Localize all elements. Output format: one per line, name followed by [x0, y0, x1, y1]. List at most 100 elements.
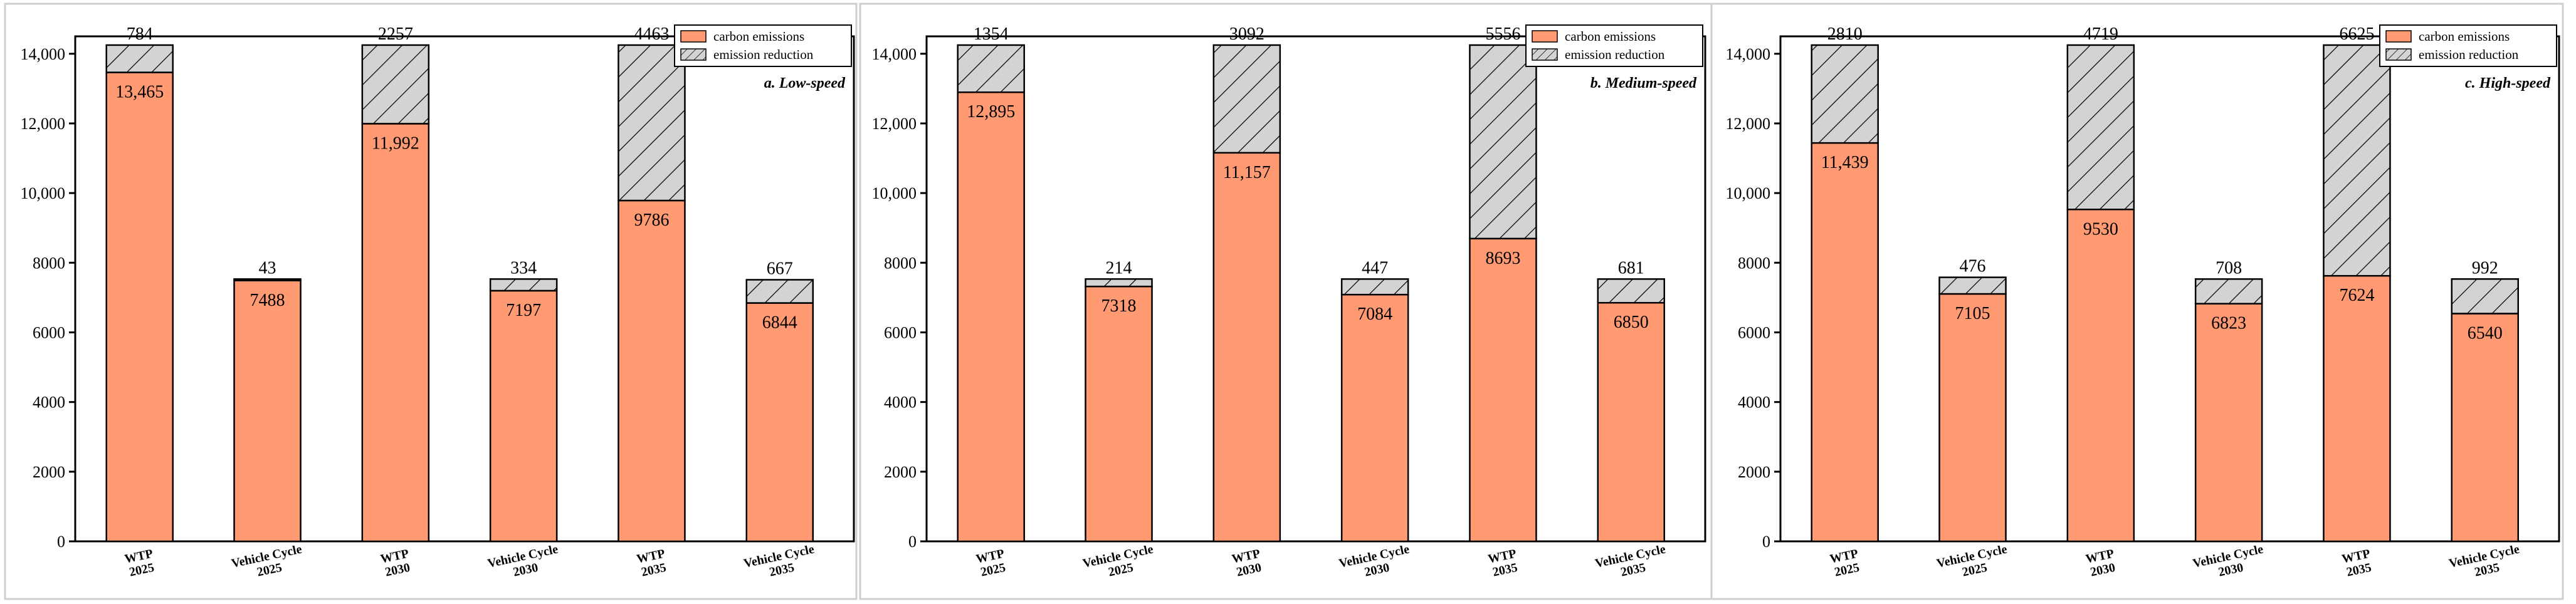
bar-emission-reduction — [1938, 276, 2007, 295]
legend: carbon emissions emission reduction — [1525, 24, 1703, 67]
bar-emission-reduction — [1212, 44, 1281, 154]
bar-carbon-emissions — [105, 71, 174, 543]
plot-area — [74, 35, 855, 543]
y-tick-label: 14,000 — [1726, 45, 1771, 63]
y-tick-label: 6000 — [1738, 323, 1770, 341]
data-label-reduction: 667 — [767, 259, 793, 278]
bar-emission-reduction — [1469, 44, 1537, 240]
bar-carbon-emissions — [1212, 152, 1281, 543]
bar-carbon-emissions — [2451, 313, 2520, 543]
y-tick-label: 6000 — [33, 323, 65, 341]
bar-emission-reduction — [2451, 278, 2520, 315]
bar-carbon-emissions — [361, 123, 430, 543]
data-label-carbon: 7488 — [250, 291, 285, 310]
bar-emission-reduction — [2066, 44, 2135, 211]
data-label-reduction: 334 — [510, 258, 537, 278]
y-tick-label: 2000 — [884, 463, 917, 481]
data-label-carbon: 7084 — [1357, 305, 1392, 324]
y-tick-label: 14,000 — [21, 45, 66, 63]
data-label-carbon: 6850 — [1614, 313, 1649, 332]
data-label-carbon: 6823 — [2211, 314, 2246, 333]
data-label-carbon: 9786 — [634, 211, 669, 230]
legend-label-reduction: emission reduction — [1565, 47, 1665, 62]
bar-emission-reduction — [1340, 278, 1409, 296]
bar-carbon-emissions — [1597, 301, 1666, 543]
data-label-reduction: 2257 — [378, 24, 413, 44]
y-tick-label: 8000 — [33, 254, 65, 272]
legend-swatch-reduction — [2385, 48, 2412, 61]
data-label-reduction: 3092 — [1229, 24, 1264, 44]
data-label-carbon: 6540 — [2468, 323, 2503, 343]
data-label-reduction: 5556 — [1485, 24, 1520, 44]
chart-panels: 0 2000 4000 6000 8000 10,000 12,000 14,000 13,46… — [4, 3, 2564, 600]
legend-swatch-reduction — [1532, 48, 1558, 61]
data-label-carbon: 9530 — [2083, 219, 2118, 239]
data-label-carbon: 7624 — [2339, 286, 2374, 305]
y-tick-label: 0 — [57, 533, 65, 551]
bar-emission-reduction — [105, 44, 174, 73]
y-tick-label: 0 — [1762, 533, 1770, 551]
data-label-reduction: 992 — [2472, 258, 2498, 278]
y-tick-label: 4000 — [1738, 393, 1770, 412]
y-tick-label: 10,000 — [1726, 184, 1771, 202]
y-tick-label: 10,000 — [21, 184, 66, 202]
y-tick-label: 8000 — [1738, 254, 1770, 272]
chart-panel-1: 0 2000 4000 6000 8000 10,000 12,000 14,000 13,46… — [4, 3, 858, 600]
data-label-reduction: 447 — [1362, 258, 1388, 278]
data-label-carbon: 13,465 — [115, 83, 164, 102]
legend: carbon emissions emission reduction — [674, 24, 852, 67]
legend-label-carbon: carbon emissions — [713, 29, 804, 44]
y-tick-label: 0 — [908, 533, 917, 551]
legend-label-reduction: emission reduction — [713, 47, 814, 62]
data-label-reduction: 2810 — [1827, 24, 1863, 44]
legend-label-carbon: carbon emissions — [2419, 29, 2510, 44]
data-label-carbon: 11,439 — [1821, 153, 1869, 172]
bar-carbon-emissions — [2194, 303, 2263, 543]
panel-title: c. High-speed — [2465, 75, 2551, 91]
data-label-carbon: 6844 — [762, 313, 797, 333]
bar-carbon-emissions — [489, 289, 558, 543]
plot-area — [925, 35, 1706, 543]
data-label-carbon: 11,992 — [372, 133, 419, 153]
legend: carbon emissions emission reduction — [2379, 24, 2557, 67]
y-tick-label: 6000 — [884, 323, 917, 341]
bar-emission-reduction — [489, 278, 558, 292]
panel-title: b. Medium-speed — [1590, 75, 1697, 91]
data-label-reduction: 681 — [1618, 258, 1644, 278]
bar-carbon-emissions — [618, 199, 686, 543]
bar-emission-reduction — [618, 44, 686, 202]
y-tick-label: 12,000 — [21, 115, 66, 133]
data-label-reduction: 6625 — [2339, 24, 2374, 44]
y-tick-label: 4000 — [33, 393, 65, 412]
legend-swatch-carbon — [680, 30, 707, 43]
legend-label-reduction: emission reduction — [2419, 47, 2519, 62]
bar-carbon-emissions — [745, 302, 814, 543]
data-label-reduction: 4719 — [2083, 24, 2118, 44]
legend-label-carbon: carbon emissions — [1565, 29, 1656, 44]
y-tick-label: 14,000 — [872, 45, 917, 63]
panel-title: a. Low-speed — [764, 75, 846, 91]
y-tick-label: 12,000 — [1726, 115, 1771, 133]
bar-carbon-emissions — [1340, 293, 1409, 543]
data-label-reduction: 4463 — [634, 24, 669, 44]
bar-carbon-emissions — [1811, 142, 1879, 543]
y-tick-label: 4000 — [884, 393, 917, 412]
bar-carbon-emissions — [233, 279, 302, 543]
data-label-reduction: 784 — [127, 24, 153, 44]
legend-swatch-reduction — [680, 48, 707, 61]
bar-emission-reduction — [361, 44, 430, 125]
bar-emission-reduction — [1811, 44, 1879, 144]
data-label-carbon: 12,895 — [967, 102, 1015, 122]
bar-carbon-emissions — [1085, 285, 1153, 543]
legend-swatch-carbon — [2385, 30, 2412, 43]
plot-area — [1779, 35, 2560, 543]
data-label-carbon: 8693 — [1485, 249, 1520, 268]
data-label-carbon: 7197 — [506, 301, 541, 320]
bar-emission-reduction — [1597, 278, 1666, 304]
